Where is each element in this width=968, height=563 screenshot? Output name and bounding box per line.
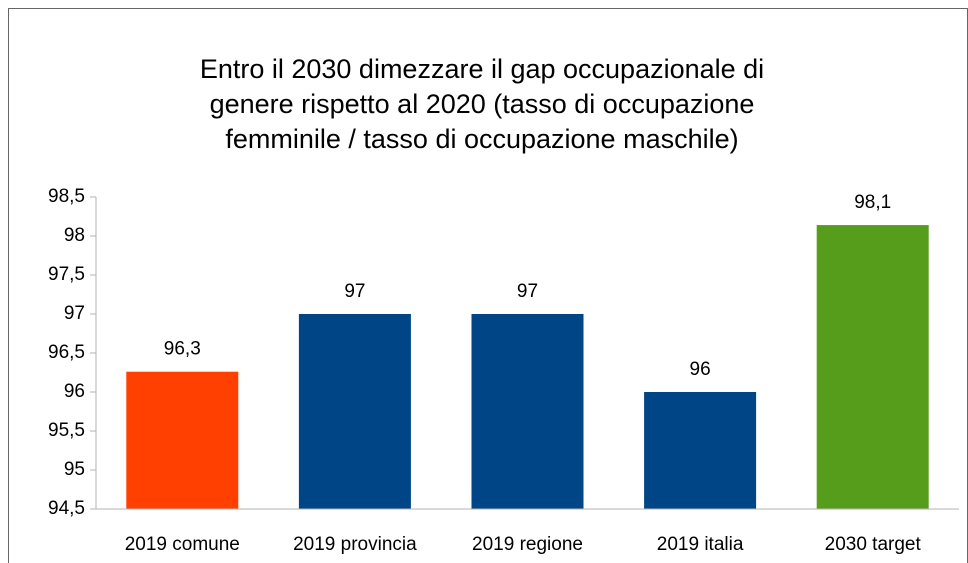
- x-tick-label: 2030 target: [825, 534, 922, 555]
- y-tick-label: 95,5: [48, 420, 85, 441]
- y-tick-label: 94,5: [48, 498, 85, 519]
- chart-title: Entro il 2030 dimezzare il gap occupazio…: [200, 54, 764, 84]
- y-tick-label: 96: [64, 381, 85, 402]
- value-label: 96: [690, 359, 711, 380]
- y-tick-label: 98,5: [48, 186, 85, 207]
- x-tick-label: 2019 italia: [657, 534, 744, 555]
- bar: [126, 371, 239, 509]
- y-tick-label: 97: [64, 303, 85, 324]
- value-label: 97: [517, 281, 538, 302]
- x-tick-label: 2019 provincia: [293, 534, 417, 555]
- chart-title: femminile / tasso di occupazione maschil…: [225, 124, 738, 154]
- bar: [471, 314, 584, 509]
- bar: [816, 225, 929, 509]
- x-tick-label: 2019 comune: [125, 534, 240, 555]
- y-tick-label: 96,5: [48, 342, 85, 363]
- value-label: 96,3: [164, 339, 201, 360]
- x-tick-label: 2019 regione: [472, 534, 583, 555]
- chart-title: genere rispetto al 2020 (tasso di occupa…: [210, 89, 755, 119]
- value-label: 98,1: [854, 192, 891, 213]
- bar: [298, 314, 411, 509]
- y-tick-label: 98: [64, 225, 85, 246]
- y-tick-label: 95: [64, 459, 85, 480]
- bar: [644, 392, 757, 509]
- y-tick-label: 97,5: [48, 264, 85, 285]
- value-label: 97: [344, 281, 365, 302]
